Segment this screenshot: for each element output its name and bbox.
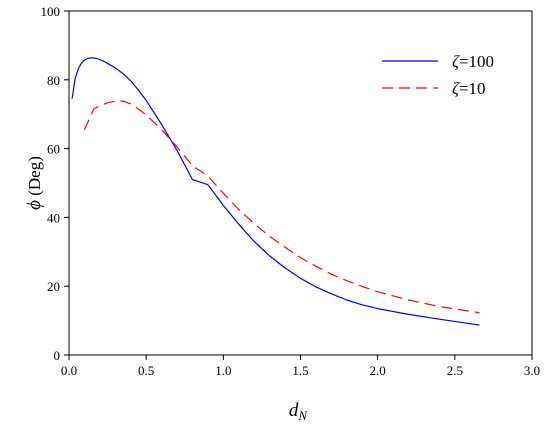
legend-symbol-zeta-100: ζ: [452, 52, 460, 71]
x-tick-label: 1.5: [292, 363, 308, 378]
series-layer: [71, 57, 480, 326]
x-tick-label: 2.5: [447, 363, 463, 378]
x-tick-label: 1.0: [215, 363, 231, 378]
x-axis-title-main: d: [289, 400, 299, 421]
x-tick-label: 3.0: [524, 363, 540, 378]
y-axis-title-unit: (Deg): [25, 156, 44, 200]
y-tick-label: 20: [47, 279, 60, 294]
y-axis-title-symbol: ϕ: [24, 200, 45, 210]
legend-value-zeta-100: =100: [459, 52, 494, 71]
legend-symbol-zeta-10: ζ: [452, 79, 460, 98]
legend-value-zeta-10: =10: [459, 79, 486, 98]
x-axis-title-sub: N: [297, 408, 308, 423]
y-tick-label: 40: [47, 210, 60, 225]
series-line-zeta-10: [83, 100, 480, 314]
x-tick-label: 2.0: [370, 363, 386, 378]
x-tick-label: 0.0: [61, 363, 77, 378]
legend: ζ=100 ζ=10: [382, 52, 494, 98]
series-line-zeta-100: [71, 57, 480, 326]
y-tick-label: 0: [54, 348, 61, 363]
y-tick-label: 100: [41, 4, 61, 19]
legend-label-zeta-10: ζ=10: [452, 79, 485, 98]
legend-label-zeta-100: ζ=100: [452, 52, 494, 71]
x-axis-title: dN: [289, 400, 309, 423]
y-tick-label: 80: [47, 73, 60, 88]
y-axis-title: ϕ (Deg): [24, 156, 45, 210]
x-tick-label: 0.5: [138, 363, 154, 378]
axes: 0.0 0.5 1.0 1.5 2.0 2.5 3.0 0 20 40 60 80 100: [41, 4, 541, 378]
y-tick-label: 60: [47, 142, 60, 157]
